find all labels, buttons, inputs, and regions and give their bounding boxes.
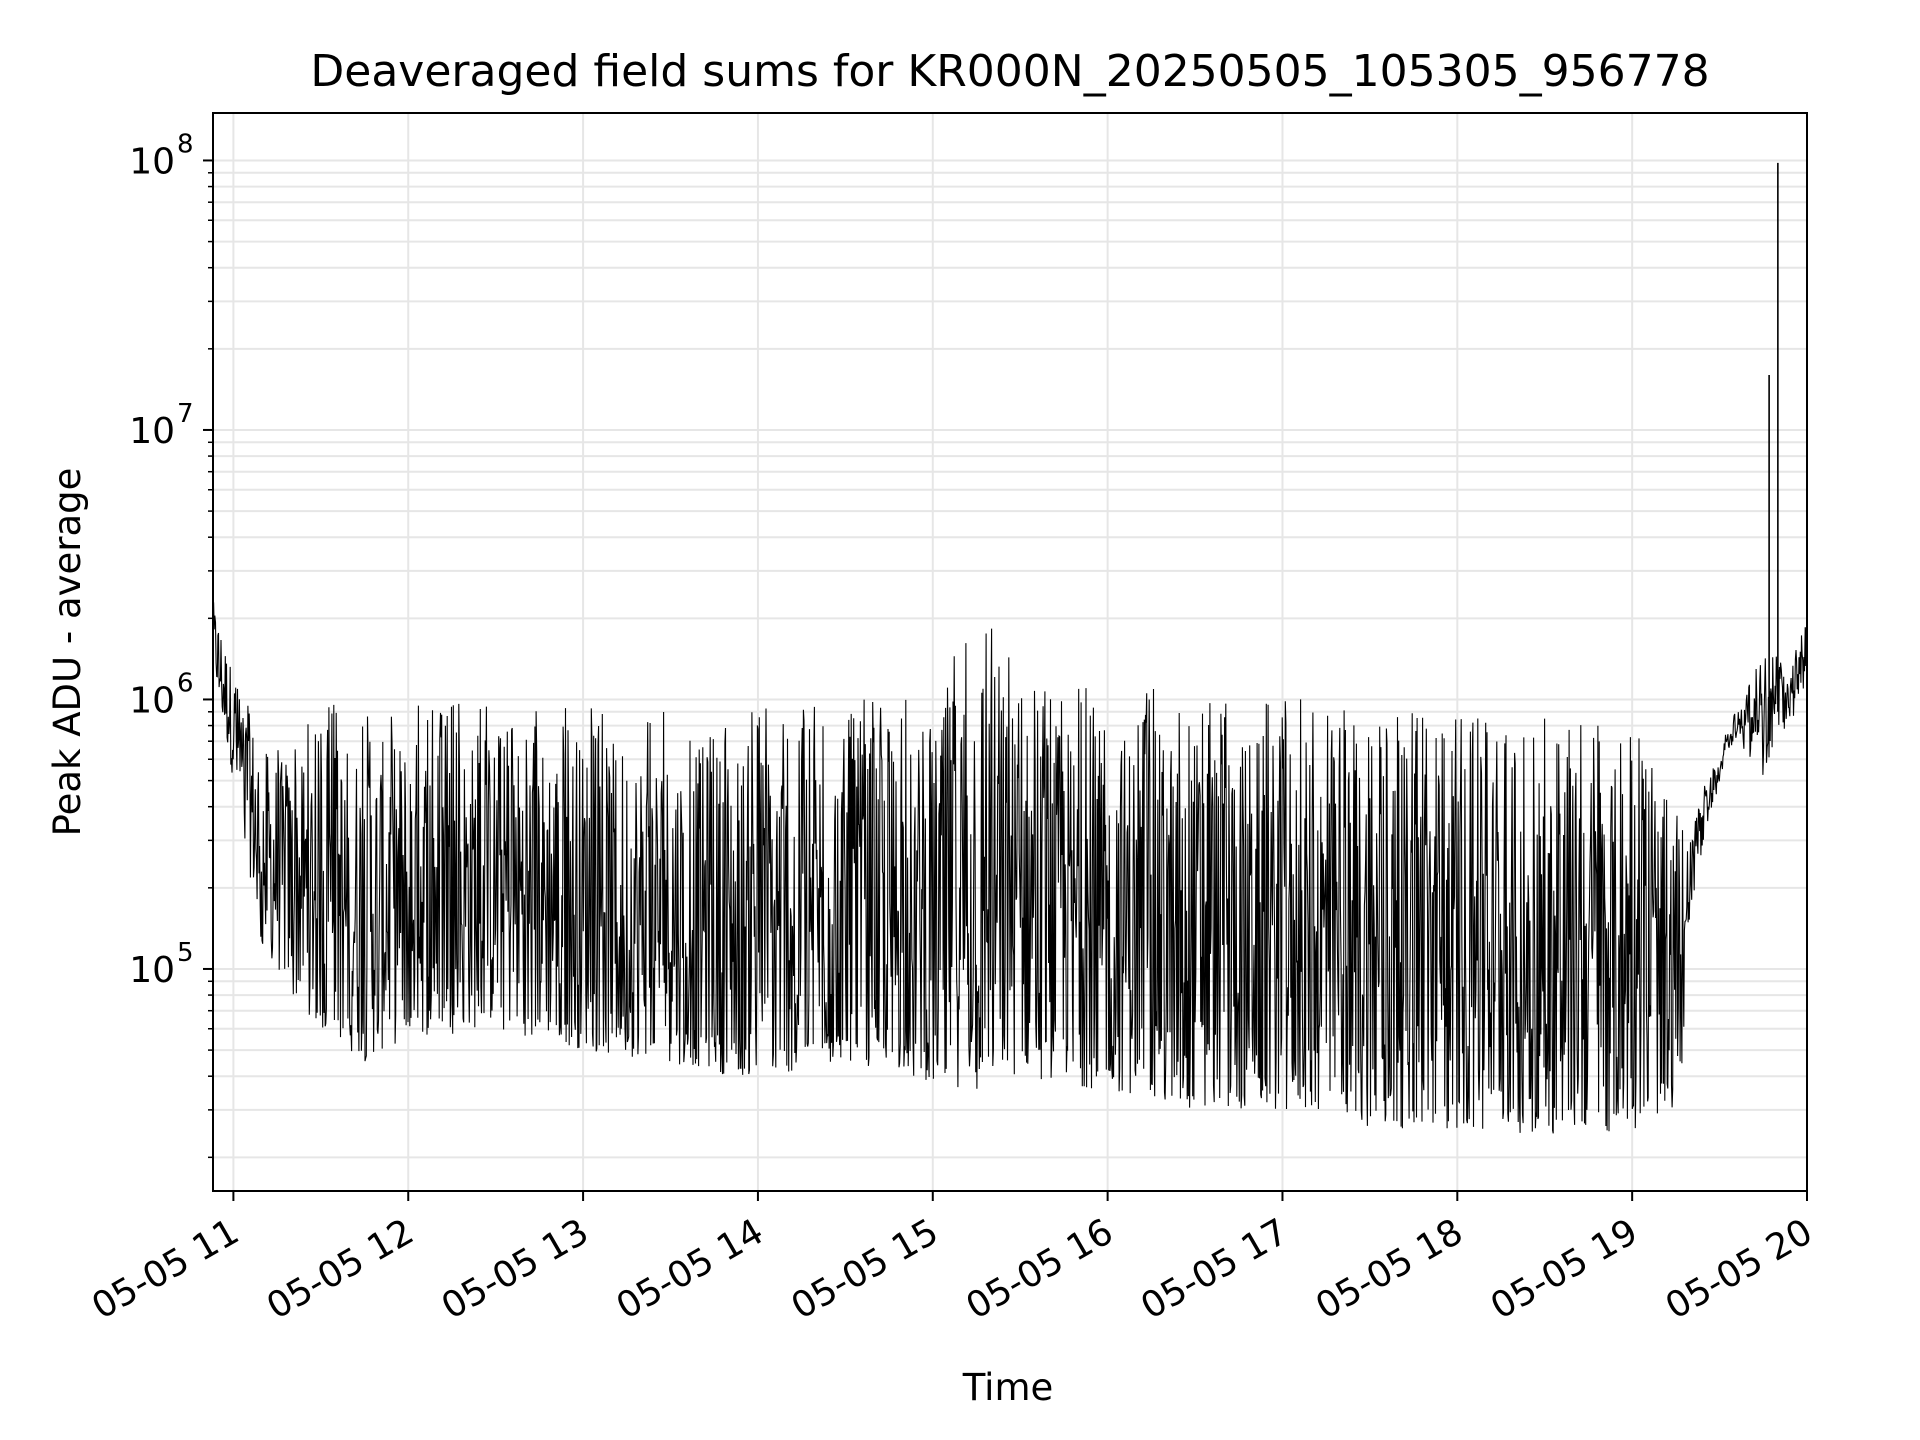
y-tick-label: 10 xyxy=(129,950,175,991)
data-series xyxy=(212,162,1808,1134)
y-tick-label: 10 xyxy=(129,680,175,721)
data-line xyxy=(212,602,1808,1134)
y-tick-label: 10 xyxy=(129,141,175,182)
y-tick-exponent: 8 xyxy=(177,129,194,159)
plot-frame xyxy=(212,112,1808,1192)
y-tick-exponent: 7 xyxy=(177,399,194,429)
x-axis-label: Time xyxy=(962,1366,1054,1409)
y-tick-exponent: 5 xyxy=(177,938,194,968)
y-tick-exponent: 6 xyxy=(177,668,194,698)
chart-title: Deaveraged field sums for KR000N_2025050… xyxy=(310,46,1709,97)
y-axis-label: Peak ADU - average xyxy=(46,468,89,837)
y-tick-label: 10 xyxy=(129,411,175,452)
